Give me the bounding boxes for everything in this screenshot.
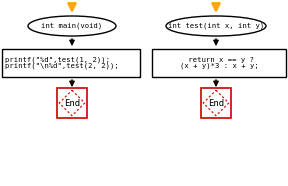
Text: return x == y ?: return x == y ? (184, 57, 254, 63)
Ellipse shape (28, 16, 116, 36)
Text: End: End (208, 99, 224, 108)
Bar (57, 88, 87, 118)
Text: printf("\n%d",test(2, 2));: printf("\n%d",test(2, 2)); (5, 63, 119, 69)
Bar (2, 49, 140, 77)
Bar (152, 49, 286, 77)
Ellipse shape (166, 16, 266, 36)
Text: printf("%d",test(1, 2));: printf("%d",test(1, 2)); (5, 57, 110, 63)
Text: End: End (64, 99, 80, 108)
Bar (201, 88, 231, 118)
Text: int main(void): int main(void) (41, 23, 103, 29)
Text: (x + y)*3 : x + y;: (x + y)*3 : x + y; (180, 63, 258, 69)
Text: int test(int x, int y): int test(int x, int y) (168, 23, 264, 29)
